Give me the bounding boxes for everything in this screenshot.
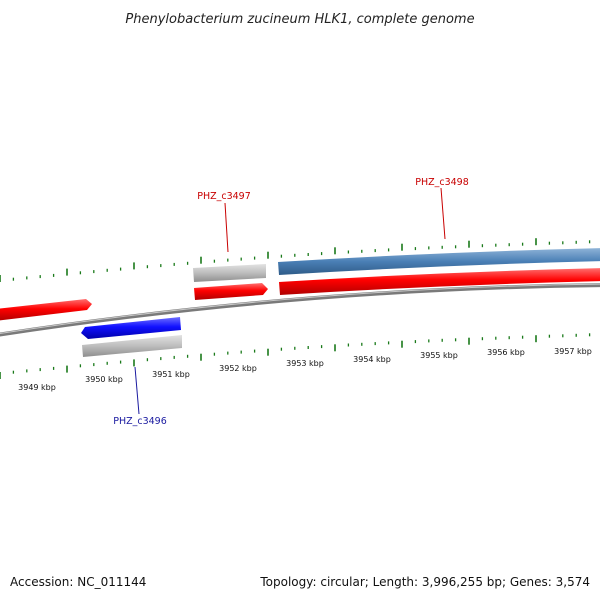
tick-label: 3949 kbp <box>18 383 56 392</box>
tick-label: 3955 kbp <box>420 351 458 360</box>
rna-feature-phz-c3498 <box>278 248 600 275</box>
leader-phz-c3498 <box>440 187 446 240</box>
forward-gene-phz-c3498 <box>279 268 600 295</box>
tick-label: 3957 kbp <box>554 347 592 356</box>
tick-label: 3956 kbp <box>487 348 525 357</box>
leader-phz-c3496 <box>134 366 140 415</box>
gene-shadow-phz-c3496 <box>82 335 182 357</box>
leader-phz-c3497 <box>224 202 229 253</box>
genome-summary-text: Topology: circular; Length: 3,996,255 bp… <box>259 575 590 589</box>
tick-label: 3951 kbp <box>152 370 190 379</box>
tick-label: 3954 kbp <box>353 355 391 364</box>
gene-label-phz-c3496: PHZ_c3496 <box>113 416 167 427</box>
forward-gene-left <box>0 299 92 321</box>
outer-tick-marks <box>0 238 591 282</box>
inner-tick-marks <box>0 333 591 379</box>
tick-label: 3952 kbp <box>219 364 257 373</box>
tick-label: 3950 kbp <box>85 375 123 384</box>
genome-backbone <box>0 283 600 337</box>
forward-gene-phz-c3497 <box>194 283 268 300</box>
reverse-gene-phz-c3496 <box>81 317 181 339</box>
gene-label-phz-c3497: PHZ_c3497 <box>197 191 251 202</box>
map-title: Phenylobacterium zucineum HLK1, complete… <box>125 12 474 27</box>
genome-backbone-highlight <box>0 283 600 334</box>
gene-label-phz-c3498: PHZ_c3498 <box>415 177 469 188</box>
gene-shadow-phz-c3497 <box>193 264 266 282</box>
tick-label: 3953 kbp <box>286 359 324 368</box>
accession-text: Accession: NC_011144 <box>10 575 146 589</box>
tick-labels: 3949 kbp 3950 kbp 3951 kbp 3952 kbp 3953 kbp… <box>18 347 592 392</box>
